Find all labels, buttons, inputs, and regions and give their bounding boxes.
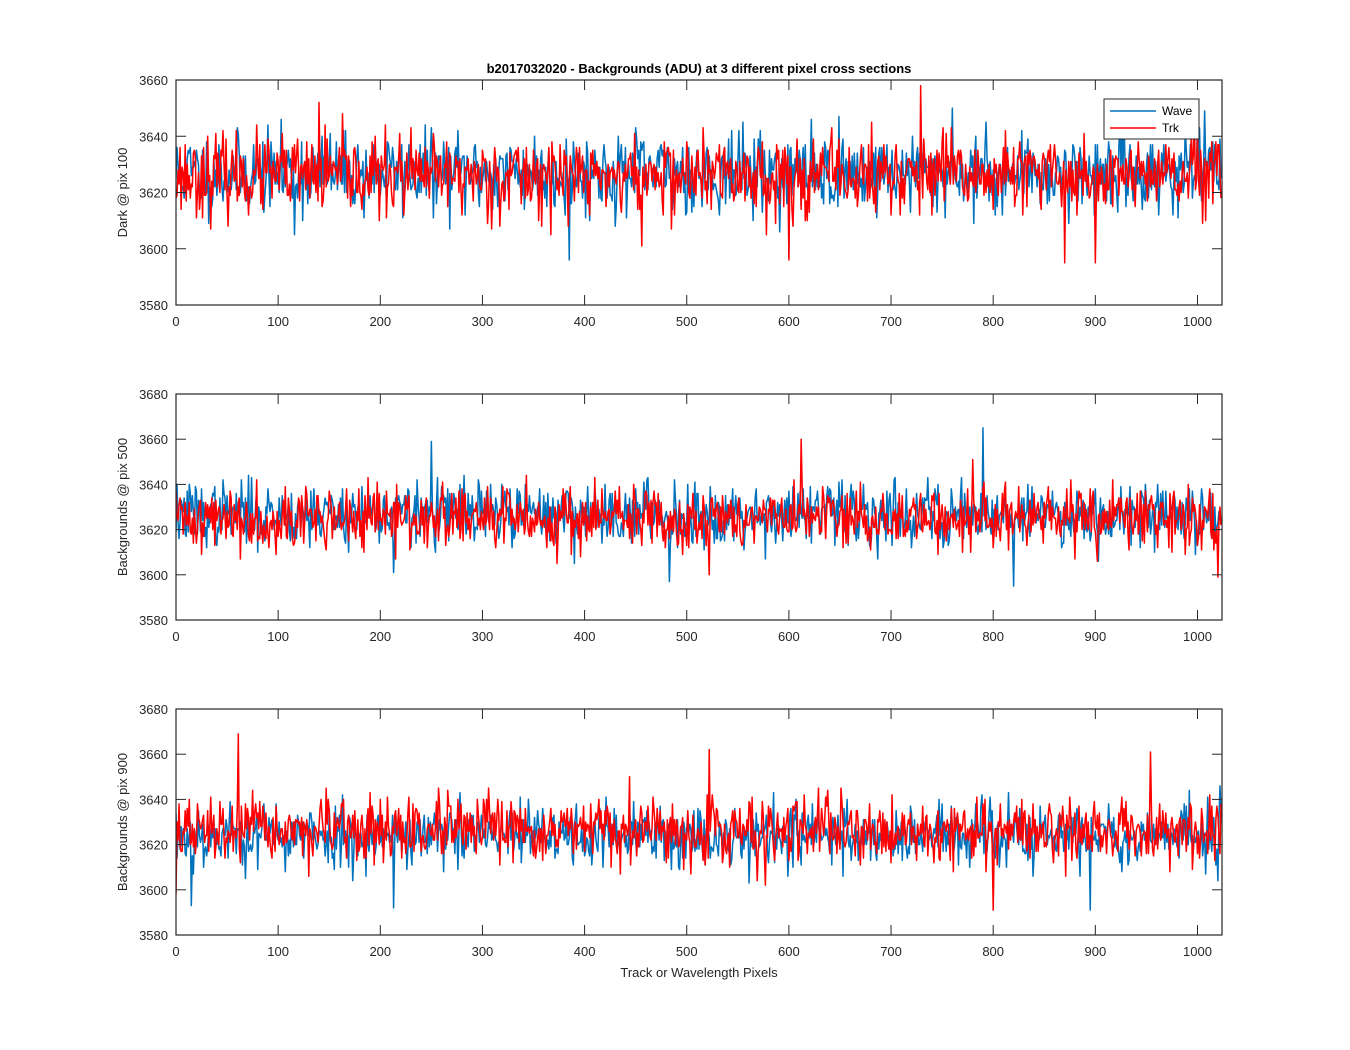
panel-3: 0 100 200 300 400 500 600 700 800 900 1000 3580 3600… — [115, 702, 1223, 959]
x-tick-label: 300 — [472, 314, 494, 329]
series-line-trk — [176, 84, 1222, 264]
x-tick-label: 0 — [172, 314, 179, 329]
x-tick-label: 100 — [267, 314, 289, 329]
y-tick-label: 3680 — [139, 702, 168, 717]
x-tick-label: 0 — [172, 944, 179, 959]
x-tick-label: 600 — [778, 944, 800, 959]
x-tick-label: 500 — [676, 314, 698, 329]
y-tick-label: 3620 — [139, 523, 168, 538]
x-tick-label: 600 — [778, 629, 800, 644]
y-tick-label: 3660 — [139, 747, 168, 762]
panel-2: 0 100 200 300 400 500 600 700 800 900 1000 3580 3600… — [115, 387, 1223, 644]
legend-label-trk: Trk — [1162, 121, 1180, 135]
x-tick-label: 800 — [982, 314, 1004, 329]
series-line-trk — [176, 438, 1222, 578]
x-tick-label: 700 — [880, 314, 902, 329]
x-tick-label: 800 — [982, 629, 1004, 644]
y-tick-label: 3620 — [139, 838, 168, 853]
x-tick-label: 1000 — [1183, 629, 1212, 644]
legend-label-wave: Wave — [1162, 104, 1193, 118]
y-tick-label: 3640 — [139, 129, 168, 144]
x-tick-label: 400 — [574, 314, 596, 329]
y-tick-label: 3660 — [139, 432, 168, 447]
x-tick-label: 400 — [574, 629, 596, 644]
panels: 0 100 200 300 400 500 600 700 800 900 100035803600… — [115, 73, 1223, 959]
x-tick-label: 300 — [472, 944, 494, 959]
axes-box — [175, 393, 1223, 621]
x-tick-label: 200 — [369, 629, 391, 644]
x-tick-label: 500 — [676, 944, 698, 959]
series-line-trk — [176, 733, 1222, 911]
axes-box — [175, 708, 1223, 936]
chart-title: b2017032020 - Backgrounds (ADU) at 3 dif… — [487, 61, 912, 76]
x-tick-label: 800 — [982, 944, 1004, 959]
x-tick-label: 700 — [880, 629, 902, 644]
x-axis-label: Track or Wavelength Pixels — [620, 965, 778, 980]
series-line-wave — [176, 427, 1222, 587]
y-tick-label: 3600 — [139, 883, 168, 898]
y-tick-label: 3640 — [139, 477, 168, 492]
x-tick-label: 400 — [574, 944, 596, 959]
panel-1: 0 100 200 300 400 500 600 700 800 900 1000 3580 3600… — [115, 73, 1223, 329]
y-axis-label: Dark @ pix 100 — [115, 148, 130, 238]
x-tick-label: 200 — [369, 944, 391, 959]
y-axis-label: Backgrounds @ pix 900 — [115, 753, 130, 891]
x-tick-label: 300 — [472, 629, 494, 644]
y-tick-label: 3640 — [139, 792, 168, 807]
x-tick-label: 700 — [880, 944, 902, 959]
y-tick-label: 3580 — [139, 928, 168, 943]
x-tick-label: 100 — [267, 944, 289, 959]
x-tick-label: 1000 — [1183, 944, 1212, 959]
legend-box — [1103, 98, 1200, 140]
x-tick-label: 0 — [172, 629, 179, 644]
x-tick-label: 600 — [778, 314, 800, 329]
y-tick-label: 3580 — [139, 298, 168, 313]
x-tick-label: 900 — [1084, 629, 1106, 644]
y-tick-label: 3680 — [139, 387, 168, 402]
x-tick-label: 500 — [676, 629, 698, 644]
y-tick-label: 3580 — [139, 613, 168, 628]
y-axis-label: Backgrounds @ pix 500 — [115, 438, 130, 576]
y-tick-label: 3660 — [139, 73, 168, 88]
x-tick-label: 900 — [1084, 944, 1106, 959]
legend: Wave Trk — [1103, 98, 1200, 140]
y-tick-label: 3600 — [139, 568, 168, 583]
x-tick-label: 100 — [267, 629, 289, 644]
x-tick-label: 200 — [369, 314, 391, 329]
x-tick-label: 900 — [1084, 314, 1106, 329]
y-tick-label: 3620 — [139, 186, 168, 201]
x-tick-label: 1000 — [1183, 314, 1212, 329]
y-tick-label: 3600 — [139, 242, 168, 257]
